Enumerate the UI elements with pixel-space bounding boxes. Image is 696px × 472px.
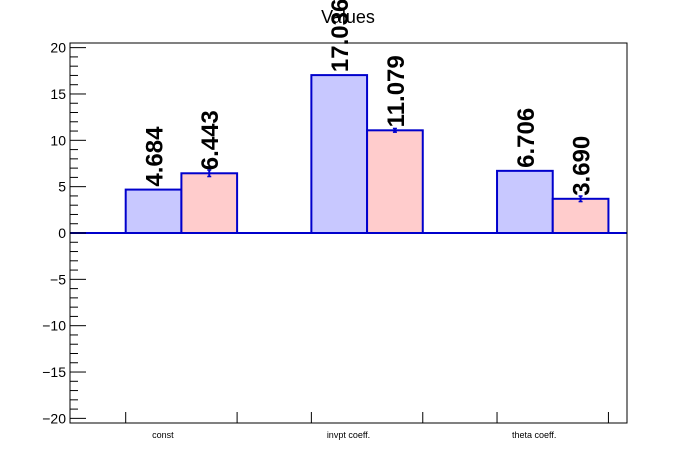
category-label: invpt coeff. — [327, 430, 370, 440]
category-label: const — [152, 430, 174, 440]
bar-blue — [124, 188, 183, 234]
y-tick-label: 20 — [50, 40, 66, 56]
data-label: 6.706 — [513, 108, 540, 168]
category-label: theta coeff. — [512, 430, 556, 440]
y-axis: −20 −15 −10 −5 0 5 10 15 20 — [42, 40, 86, 426]
data-label: 6.443 — [197, 110, 224, 170]
labels-layer: 4.684 17.036 6.706 6.443 11.079 3.690 — [142, 0, 596, 196]
y-tick-label: 5 — [58, 179, 66, 195]
y-tick-label: −20 — [42, 410, 66, 426]
data-label: 17.036 — [327, 0, 354, 72]
y-tick-label: 0 — [58, 225, 66, 241]
y-tick-label: 10 — [50, 132, 66, 148]
bar-red — [551, 197, 610, 235]
bar-blue — [310, 74, 369, 235]
data-label: 4.684 — [142, 126, 169, 187]
y-tick-label: −5 — [50, 271, 66, 287]
chart-title: Values — [321, 7, 375, 27]
bar-red — [180, 172, 239, 235]
bar-blue — [496, 169, 554, 235]
bars-layer — [124, 74, 610, 235]
y-tick-label: −10 — [42, 318, 66, 334]
bar-red — [366, 129, 424, 235]
data-label: 3.690 — [569, 136, 596, 196]
y-tick-label: 15 — [50, 86, 66, 102]
data-label: 11.079 — [383, 55, 410, 127]
y-tick-label: −15 — [42, 364, 66, 380]
x-axis: const invpt coeff. theta coeff. — [125, 412, 609, 440]
